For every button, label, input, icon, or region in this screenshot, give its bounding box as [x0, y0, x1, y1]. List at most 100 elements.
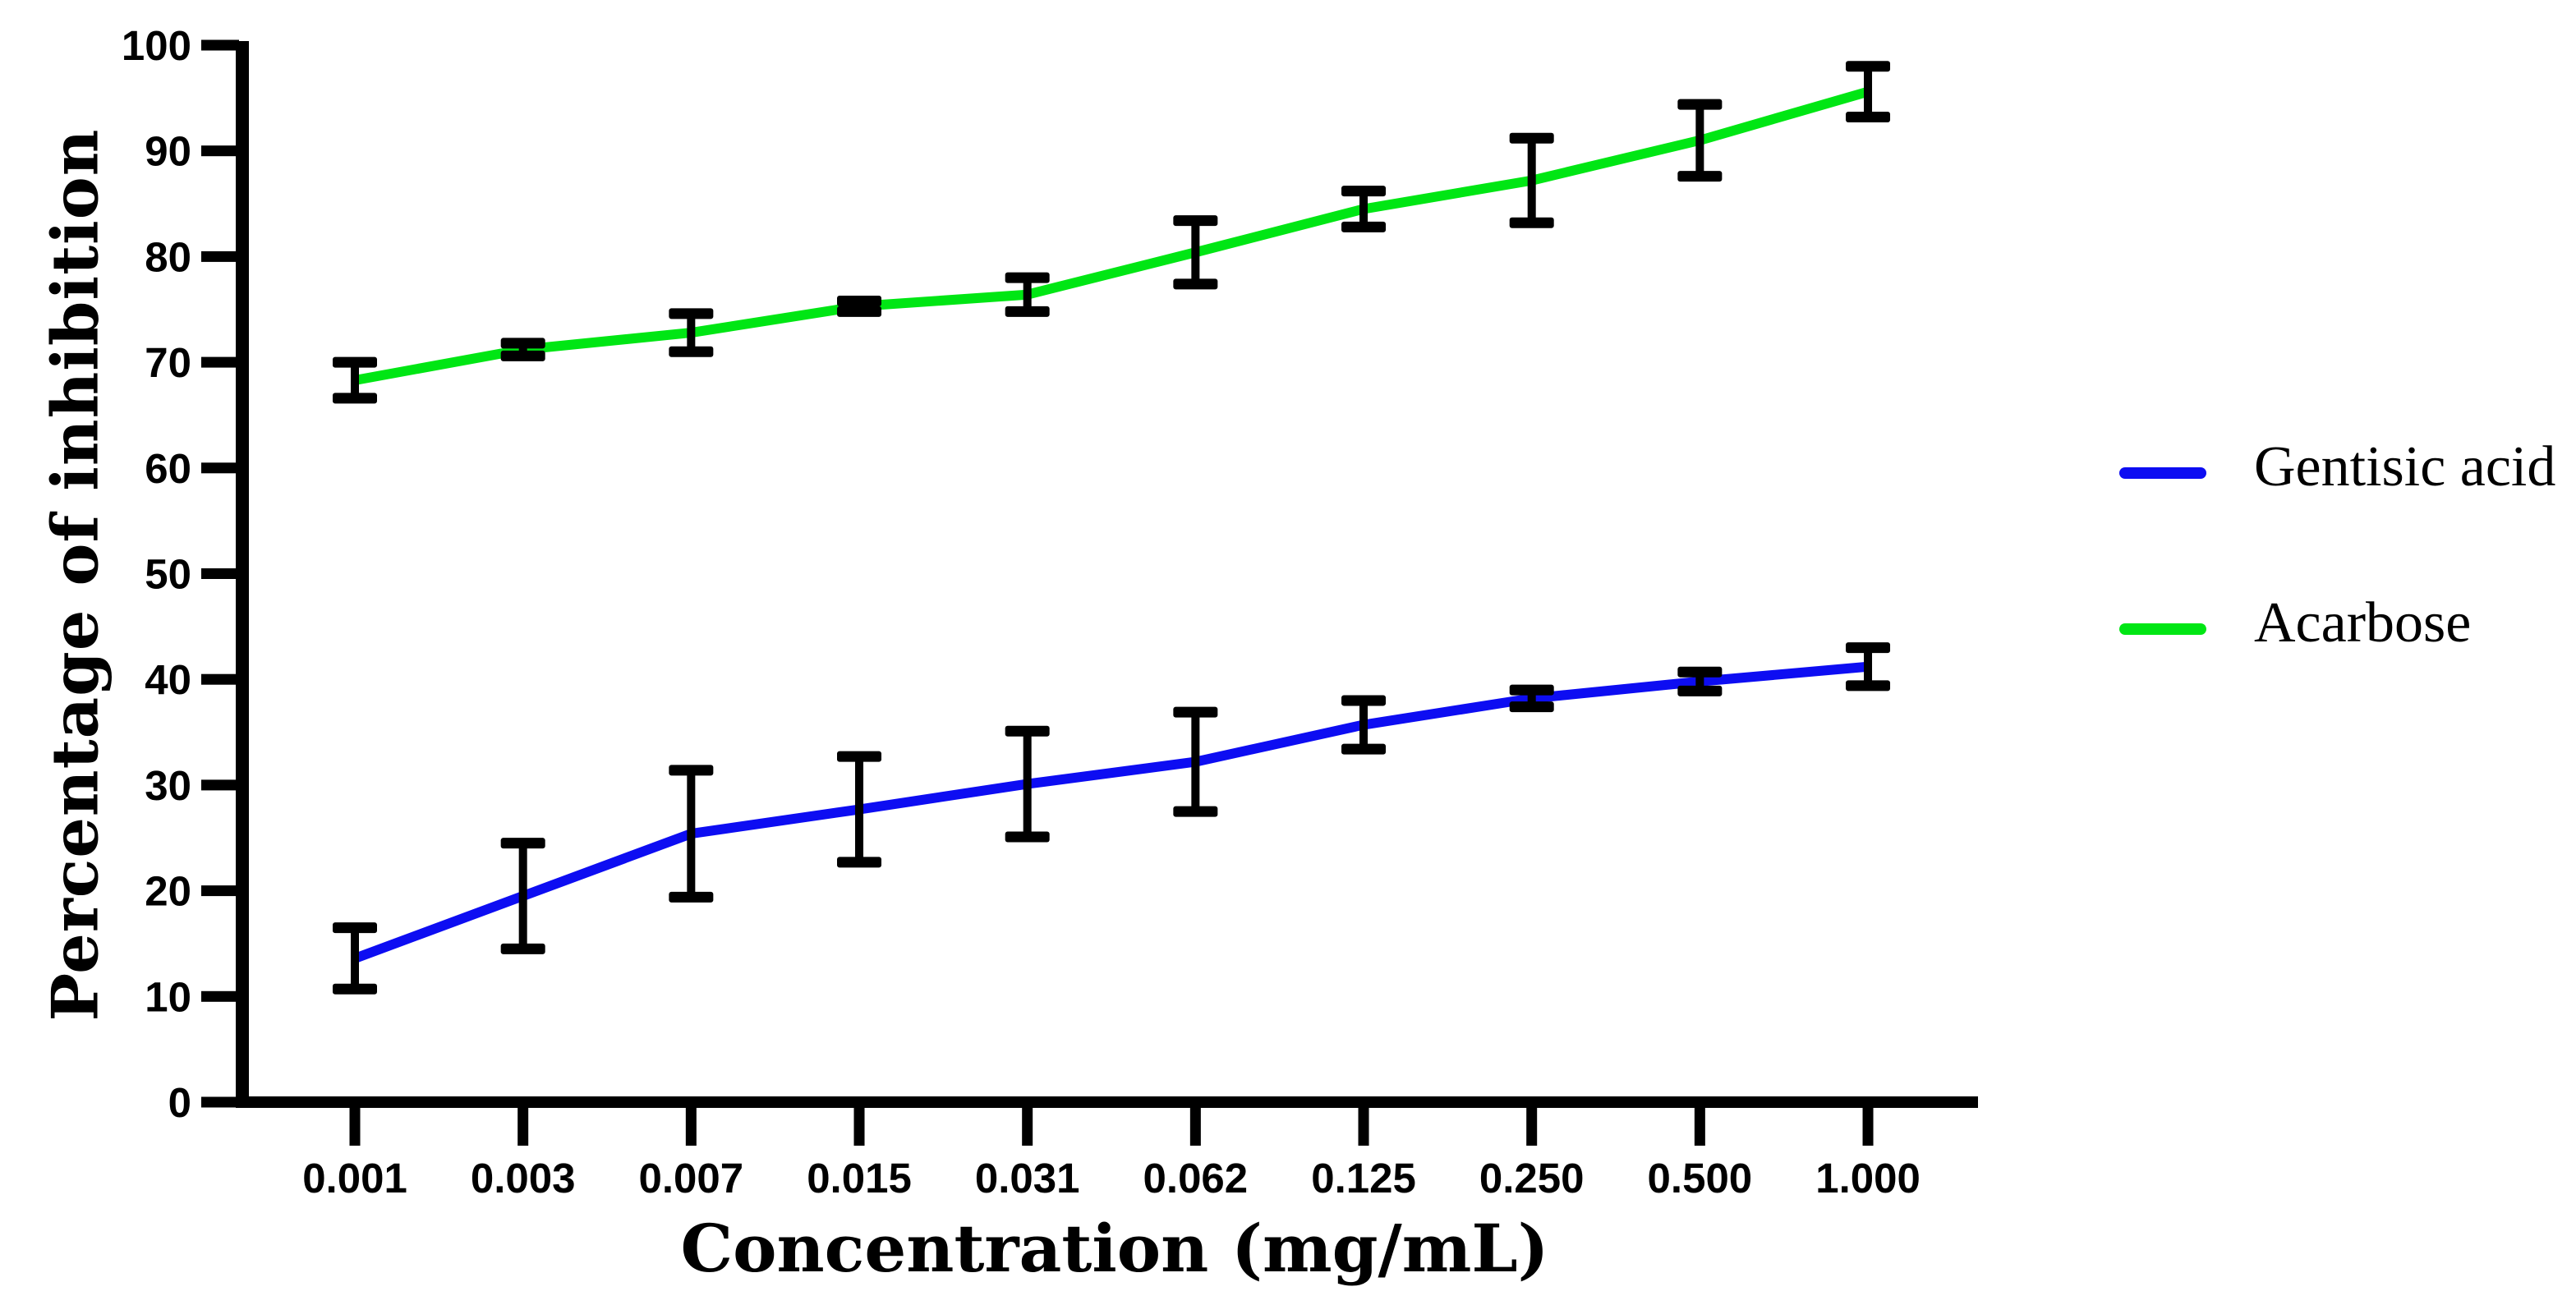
- error-bar: [1341, 695, 1387, 755]
- y-tick: [201, 462, 239, 474]
- x-tick-label: 0.001: [302, 1155, 407, 1202]
- y-axis-ticks: 0 10 20 30 40 50 60 70 80 90 100: [122, 22, 239, 1126]
- error-bar-top-cap: [500, 338, 545, 349]
- y-axis-line: [236, 41, 249, 1108]
- error-bar-top-cap: [1341, 186, 1387, 197]
- error-bar-stem: [1864, 647, 1873, 686]
- x-tick: [349, 1108, 361, 1146]
- series-line-gentisic-acid: [352, 661, 1869, 963]
- error-bar: [333, 356, 377, 404]
- error-bar-stem: [1695, 104, 1704, 177]
- error-bar: [1677, 666, 1723, 696]
- error-bar-stem: [1191, 712, 1200, 812]
- error-bar-top-cap: [837, 751, 882, 762]
- error-bar-stem: [687, 313, 696, 352]
- error-bar: [1846, 642, 1891, 692]
- y-tick-label: 90: [145, 128, 191, 175]
- x-tick: [1694, 1108, 1705, 1146]
- error-bar-stem: [687, 770, 696, 898]
- x-tick: [518, 1108, 529, 1146]
- x-tick: [853, 1108, 865, 1146]
- error-bar: [669, 308, 714, 357]
- error-bar: [1341, 186, 1387, 232]
- x-tick-label: 0.062: [1143, 1155, 1249, 1202]
- x-axis-ticks: 0.001 0.003 0.007 0.015 0.031 0.062 0.125 0.250…: [302, 1108, 1920, 1202]
- error-bar: [1173, 215, 1218, 290]
- y-tick-label: 40: [145, 656, 191, 703]
- axes: [236, 41, 1978, 1108]
- error-bar-bottom-cap: [1005, 306, 1050, 317]
- y-tick: [201, 250, 239, 262]
- error-bar: [1677, 99, 1723, 182]
- error-bar: [333, 922, 377, 995]
- x-tick: [1862, 1108, 1874, 1146]
- error-bars-acarbose: [333, 61, 1891, 404]
- error-bar-stem: [1023, 278, 1032, 312]
- error-bar-bottom-cap: [1677, 685, 1723, 696]
- error-bar: [500, 838, 545, 954]
- x-axis-title: Concentration (mg/mL): [680, 1210, 1549, 1287]
- error-bar-top-cap: [333, 356, 377, 368]
- error-bar-top-cap: [1173, 706, 1218, 718]
- error-bar-bottom-cap: [1341, 221, 1387, 232]
- error-bar: [837, 295, 882, 317]
- error-bar-stem: [1191, 220, 1200, 284]
- error-bar-stem: [518, 342, 527, 356]
- y-tick: [201, 990, 239, 1002]
- error-bar-top-cap: [500, 838, 545, 849]
- x-tick-label: 0.015: [807, 1155, 912, 1202]
- gentisic-acid-line-swatch: [2119, 467, 2206, 479]
- y-tick-label: 30: [145, 762, 191, 809]
- error-bar-bottom-cap: [1509, 701, 1554, 713]
- error-bar-bottom-cap: [1173, 278, 1218, 290]
- error-bar: [837, 751, 882, 868]
- error-bar-top-cap: [1509, 684, 1554, 696]
- error-bar-top-cap: [1846, 61, 1891, 72]
- acarbose-line-swatch: [2119, 623, 2206, 635]
- y-tick: [201, 1096, 239, 1108]
- error-bar-stem: [1864, 66, 1873, 117]
- error-bar-top-cap: [1005, 272, 1050, 283]
- x-axis-line: [236, 1096, 1978, 1108]
- x-tick-label: 0.007: [639, 1155, 744, 1202]
- y-tick: [201, 39, 239, 51]
- legend-label-acarbose: Acarbose: [2254, 591, 2472, 655]
- y-tick-label: 70: [145, 339, 191, 386]
- error-bar-bottom-cap: [1005, 831, 1050, 843]
- x-tick: [1358, 1108, 1369, 1146]
- error-bar-stem: [1359, 700, 1368, 750]
- x-tick-label: 0.250: [1479, 1155, 1585, 1202]
- y-tick-label: 50: [145, 551, 191, 598]
- error-bar-top-cap: [1677, 99, 1723, 110]
- error-bar: [1005, 272, 1050, 317]
- error-bar-stem: [855, 756, 864, 862]
- error-bar-bottom-cap: [500, 943, 545, 954]
- y-tick-label: 10: [145, 973, 191, 1020]
- error-bar-bottom-cap: [1341, 743, 1387, 755]
- error-bars-gentisic-acid: [333, 642, 1891, 995]
- y-tick-label: 0: [168, 1079, 191, 1126]
- error-bar-bottom-cap: [1509, 217, 1554, 228]
- error-bar-top-cap: [669, 765, 714, 776]
- x-tick: [1022, 1108, 1033, 1146]
- y-axis-title: Percentage of inhibition: [38, 128, 113, 1022]
- error-bar: [1509, 684, 1554, 713]
- y-tick: [201, 356, 239, 368]
- error-bar-bottom-cap: [669, 346, 714, 357]
- x-tick: [1189, 1108, 1201, 1146]
- error-bar-bottom-cap: [669, 891, 714, 903]
- x-tick-label: 0.031: [975, 1155, 1080, 1202]
- error-bar-top-cap: [1341, 695, 1387, 706]
- error-bar-bottom-cap: [1173, 806, 1218, 817]
- y-tick-label: 100: [122, 22, 191, 69]
- error-bar-top-cap: [333, 922, 377, 934]
- x-tick-label: 0.500: [1648, 1155, 1753, 1202]
- y-tick-label: 80: [145, 233, 191, 280]
- error-bar-stem: [351, 362, 359, 398]
- error-bar-bottom-cap: [837, 306, 882, 317]
- error-bar-top-cap: [1173, 215, 1218, 227]
- error-bar-stem: [1695, 672, 1704, 692]
- series-line-acarbose: [353, 86, 1870, 385]
- error-bar-stem: [518, 843, 527, 949]
